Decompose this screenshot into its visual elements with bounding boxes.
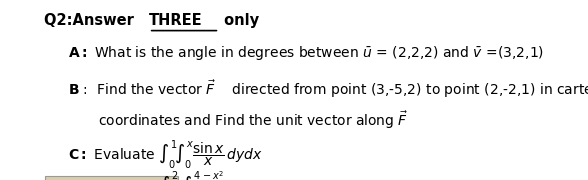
Text: THREE: THREE	[149, 13, 202, 28]
Text: only: only	[219, 13, 259, 28]
Text: $\mathbf{D:}$ Evaluate $\int_{-2}^{2}\!\int_{0}^{4-x^2}(y)(ky)\,dydx$: $\mathbf{D:}$ Evaluate $\int_{-2}^{2}\!\…	[68, 170, 307, 180]
Text: $\mathbf{C:}$ Evaluate $\int_{0}^{1}\!\int_{0}^{x}\dfrac{\sin x}{x}\,dydx$: $\mathbf{C:}$ Evaluate $\int_{0}^{1}\!\i…	[68, 138, 262, 171]
Text: Q2:Answer: Q2:Answer	[44, 13, 139, 28]
Text: $\mathbf{A:}$ What is the angle in degrees between $\bar{u}$ = (2,2,2) and $\bar: $\mathbf{A:}$ What is the angle in degre…	[68, 44, 544, 62]
Text: $\mathbf{B}$ :  Find the vector $\vec{F}$    directed from point (3,-5,2) to poi: $\mathbf{B}$ : Find the vector $\vec{F}$…	[68, 78, 588, 100]
Text: coordinates and Find the unit vector along $\vec{F}$: coordinates and Find the unit vector alo…	[98, 109, 408, 130]
FancyBboxPatch shape	[45, 176, 178, 180]
